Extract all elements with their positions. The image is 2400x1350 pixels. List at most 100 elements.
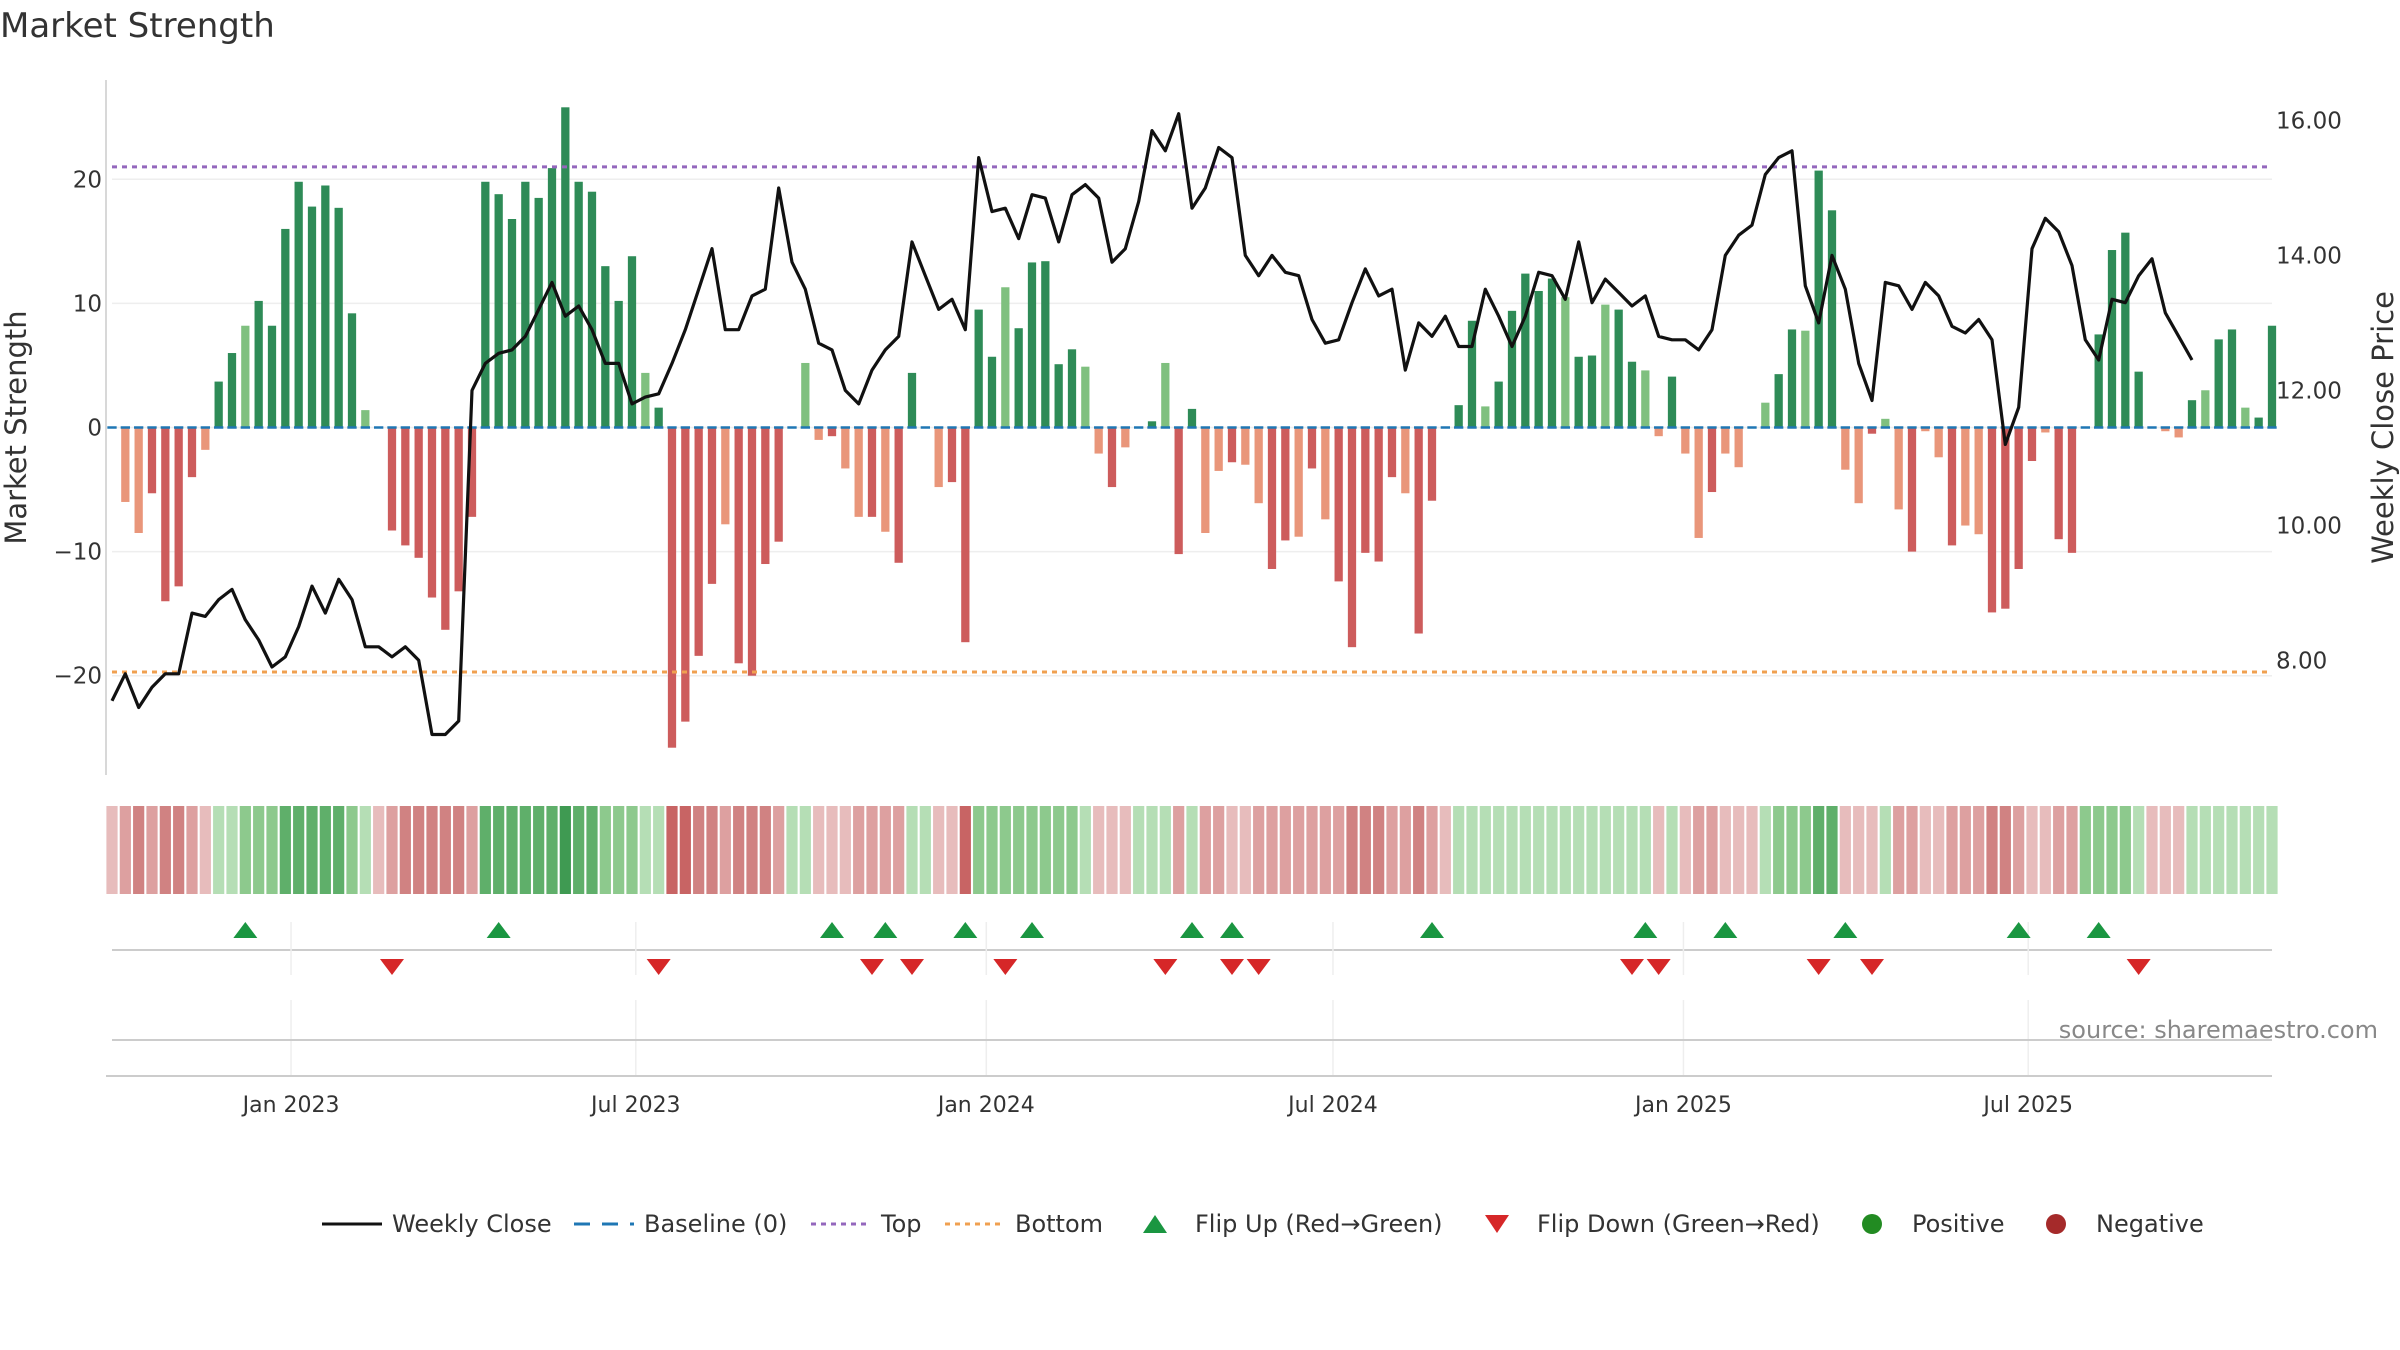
band-cell (1053, 806, 1065, 894)
legend-item-close: Weekly Close (322, 1210, 552, 1238)
legend-label: Bottom (1015, 1210, 1103, 1238)
band-cell (1986, 806, 1998, 894)
band-cell (1186, 806, 1198, 894)
band-cell (919, 806, 931, 894)
band-cell (1853, 806, 1865, 894)
flip-down-marker (646, 959, 671, 975)
band-cell (133, 806, 145, 894)
band-cell (1946, 806, 1958, 894)
strength-bar (947, 427, 957, 483)
band-cell (1439, 806, 1451, 894)
band-cell (2106, 806, 2118, 894)
strength-bar (1894, 427, 1903, 510)
strength-bar (1401, 427, 1410, 494)
strength-bar (2267, 325, 2277, 428)
band-cell (413, 806, 425, 894)
band-cell (1719, 806, 1731, 894)
flip-up-marker (1180, 922, 1204, 938)
strength-bar (1947, 427, 1957, 546)
flip-down-marker (860, 959, 884, 975)
weekly-close-polyline (110, 112, 2194, 737)
strength-bar (1761, 402, 1770, 428)
strength-bar (1561, 297, 1570, 428)
band-cell (146, 806, 158, 894)
band-cell (306, 806, 318, 894)
strength-bar (934, 427, 943, 488)
band-cell (2013, 806, 2025, 894)
band-cell (999, 806, 1011, 894)
strength-bar (1361, 427, 1370, 553)
flip-down-marker (1153, 959, 1178, 975)
band-cell (1026, 806, 1038, 894)
strength-bar (214, 381, 223, 428)
strength-bar (187, 427, 197, 478)
strength-bar (467, 427, 477, 517)
x-tick-label: Jan 2025 (1633, 1093, 1732, 1118)
y-tick-label: −10 (53, 540, 102, 566)
band-cell (239, 806, 251, 894)
band-cell (2213, 806, 2225, 894)
strength-bar (1321, 427, 1330, 520)
legend-swatch (1485, 1215, 1509, 1233)
x-tick-label: Jul 2025 (1981, 1093, 2073, 1118)
strength-bar (1494, 381, 1503, 428)
band-cell (1173, 806, 1185, 894)
strength-bar (1521, 273, 1530, 428)
band-cell (2053, 806, 2065, 894)
strength-bar (1854, 427, 1863, 504)
band-cell (199, 806, 211, 894)
strength-bar (2161, 427, 2170, 432)
strength-bar (801, 362, 810, 428)
band-cell (1826, 806, 1838, 894)
strength-bar (1094, 427, 1103, 454)
y2-tick-label: 16.00 (2276, 108, 2342, 134)
band-cell (1586, 806, 1598, 894)
strength-bar (1961, 427, 1970, 526)
band-cell (1839, 806, 1851, 894)
band-cell (1519, 806, 1531, 894)
legend-swatch (1862, 1214, 1882, 1234)
strength-bar (1921, 427, 1930, 432)
legend-label: Top (880, 1210, 922, 1238)
strength-bar (161, 427, 170, 602)
strength-bar (1107, 427, 1117, 488)
strength-bar (1374, 427, 1383, 562)
strength-bar (1041, 261, 1050, 428)
band-cell (1493, 806, 1505, 894)
band-cell (2239, 806, 2251, 894)
band-cell (1893, 806, 1905, 894)
legend-label: Flip Up (Red→Green) (1195, 1210, 1443, 1238)
strength-bar (1534, 290, 1543, 428)
band-cell (1786, 806, 1798, 894)
band-cell (653, 806, 665, 894)
band-cell (2093, 806, 2105, 894)
band-cell (773, 806, 785, 894)
strength-bar (774, 427, 783, 542)
strength-bar (654, 407, 663, 428)
strength-bar (347, 313, 357, 428)
band-cell (1506, 806, 1518, 894)
flip-down-marker (1620, 959, 1644, 975)
strength-bar (1694, 427, 1703, 538)
band-cell (1933, 806, 1945, 894)
band-cell (973, 806, 985, 894)
strength-bar (414, 427, 423, 558)
band-cell (426, 806, 438, 894)
strength-bar (1867, 427, 1877, 434)
strength-bar (2067, 427, 2077, 553)
band-cell (1706, 806, 1718, 894)
strength-bar (1547, 278, 1557, 428)
band-cell (293, 806, 305, 894)
band-cell (253, 806, 265, 894)
strength-bar (2121, 232, 2130, 428)
band-cell (373, 806, 385, 894)
band-cell (1546, 806, 1558, 894)
strength-bar (227, 353, 237, 428)
strength-bar (1507, 310, 1517, 428)
band-cell (1759, 806, 1771, 894)
strength-bar (281, 228, 290, 428)
strength-bar (1641, 370, 1650, 428)
band-cell (1279, 806, 1291, 894)
strength-bar (174, 427, 183, 587)
band-cell (599, 806, 611, 894)
